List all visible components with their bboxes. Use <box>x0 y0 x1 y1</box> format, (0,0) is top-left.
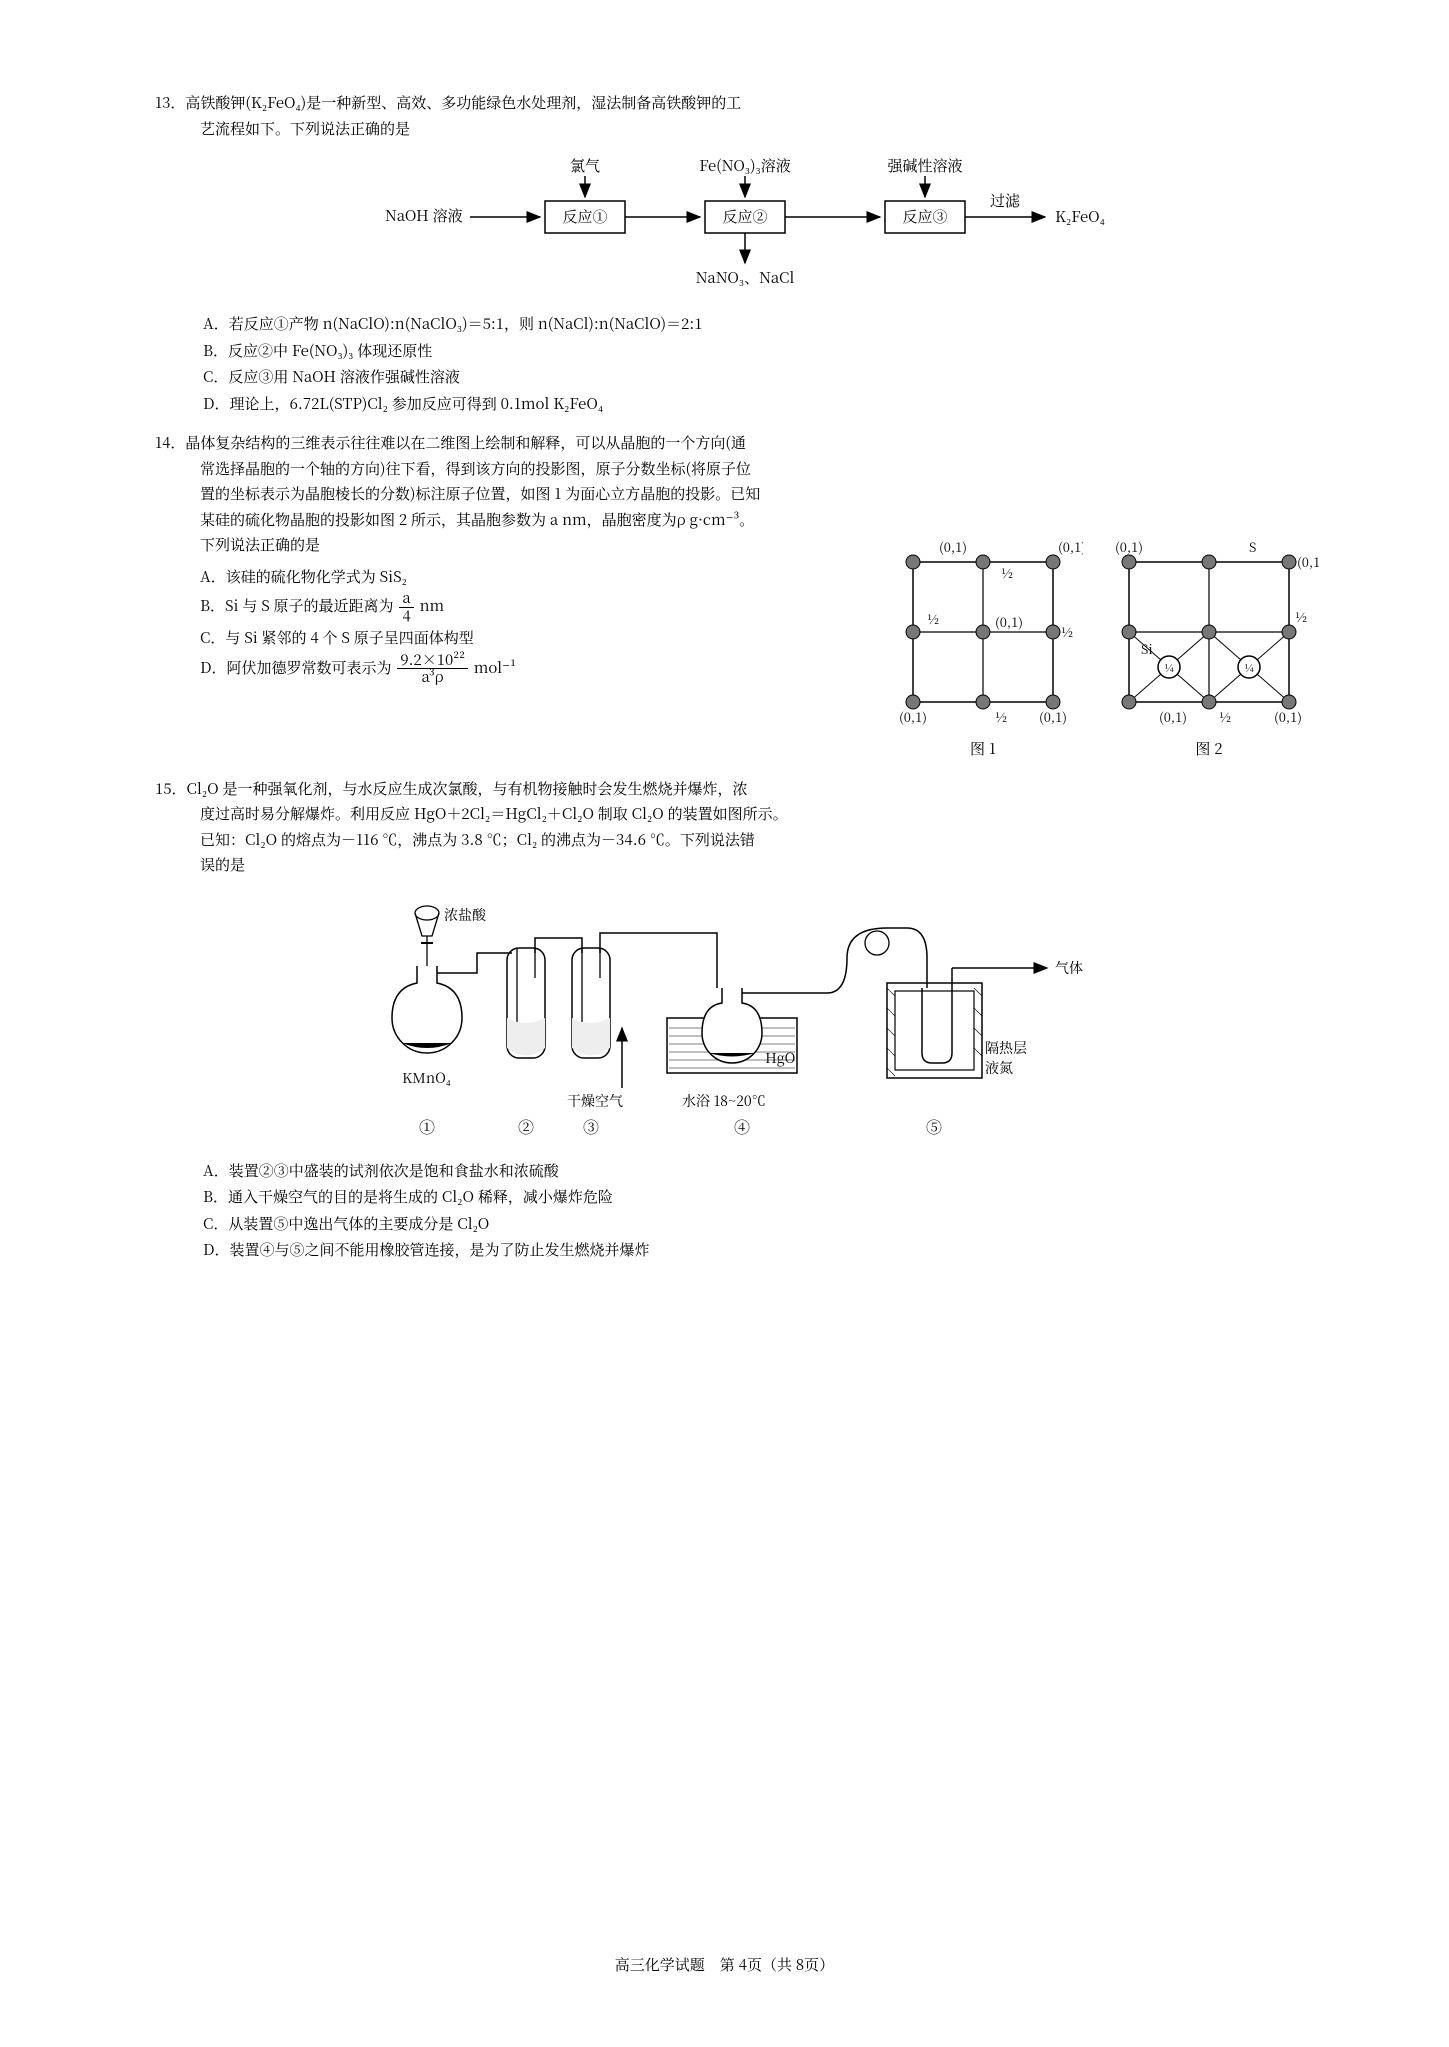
q14-opt-b: B．Si 与 S 原子的最近距离为 a 4 nm <box>200 590 865 624</box>
num-1: ① <box>419 1115 435 1138</box>
q13-flow-svg: NaOH 溶液 反应① 氯气 反应② Fe(NO₃)₃溶液 NaNO₃、NaCl… <box>350 151 1170 301</box>
fig2-tr: (0,1) <box>1297 552 1319 571</box>
flow-top2: Fe(NO₃)₃溶液 <box>699 155 791 176</box>
fig2-s: S <box>1249 537 1256 556</box>
q14-b-den: 4 <box>399 608 413 625</box>
q14-b-prefix: B．Si 与 S 原子的最近距离为 <box>200 595 394 616</box>
flow-box2: 反应② <box>722 206 767 227</box>
q13-flowchart: NaOH 溶液 反应① 氯气 反应② Fe(NO₃)₃溶液 NaNO₃、NaCl… <box>155 151 1319 301</box>
q15-opt-a: A．装置②③中盛装的试剂依次是饱和食盐水和浓硫酸 <box>203 1158 1319 1184</box>
label-hgo: HgO <box>765 1048 795 1068</box>
label-kmno4: KMnO₄ <box>402 1068 451 1088</box>
num-4: ④ <box>734 1115 750 1138</box>
flow-box3: 反应③ <box>902 206 947 227</box>
page-footer: 高三化学试题 第 4页（共 8页） <box>0 1952 1449 1978</box>
fig1-tm: ½ <box>1001 563 1013 582</box>
num-3: ③ <box>583 1115 599 1138</box>
q13-number: 13． <box>155 92 185 113</box>
q15-opt-d: D．装置④与⑤之间不能用橡胶管连接，是为了防止发生燃烧并爆炸 <box>203 1237 1319 1263</box>
label-hcl: 浓盐酸 <box>444 905 487 925</box>
flow-top1: 氯气 <box>569 155 599 176</box>
flow-top3: 强碱性溶液 <box>887 155 962 176</box>
q13-line1: 高铁酸钾(K₂FeO₄)是一种新型、高效、多功能绿色水处理剂，湿法制备高铁酸钾的… <box>185 92 741 113</box>
question-15: 15．Cl₂O 是一种强氧化剂，与水反应生成次氯酸，与有机物接触时会发生燃烧并爆… <box>155 776 1319 1263</box>
fig2-tl: (0,1) <box>1115 537 1143 556</box>
fig1-tl: (0,1) <box>939 537 967 556</box>
q14-opt-c: C．与 Si 紧邻的 4 个 S 原子呈四面体构型 <box>200 625 865 651</box>
fig2-q2: ¼ <box>1244 660 1254 676</box>
fig1-mr: ½ <box>1061 622 1073 641</box>
label-liqn: 液氮 <box>985 1058 1013 1078</box>
question-13: 13．高铁酸钾(K₂FeO₄)是一种新型、高效、多功能绿色水处理剂，湿法制备高铁… <box>155 90 1319 416</box>
question-14: 14．晶体复杂结构的三维表示往往难以在二维图上绘制和解释，可以从晶胞的一个方向(… <box>155 430 1319 762</box>
q14-line3: 置的坐标表示为晶胞棱长的分数)标注原子位置，如图 1 为面心立方晶胞的投影。已知 <box>200 483 760 504</box>
q14-stem: 14．晶体复杂结构的三维表示往往难以在二维图上绘制和解释，可以从晶胞的一个方向(… <box>155 430 1319 532</box>
q13-opt-b: B．反应②中 Fe(NO₃)₃ 体现还原性 <box>203 338 1319 364</box>
q13-line2: 艺流程如下。下列说法正确的是 <box>200 118 410 139</box>
q13-opt-c: C．反应③用 NaOH 溶液作强碱性溶液 <box>203 364 1319 390</box>
q15-opt-b: B．通入干燥空气的目的是将生成的 Cl₂O 稀释，减小爆炸危险 <box>203 1184 1319 1210</box>
fig1-svg: (0,1) ½ (0,1) ½ (0,1) ½ (0,1) ½ (0,1) <box>883 532 1083 732</box>
q13-options: A．若反应①产物 n(NaClO):n(NaClO₃)＝5:1，则 n(NaCl… <box>155 311 1319 416</box>
q14-line1: 晶体复杂结构的三维表示往往难以在二维图上绘制和解释，可以从晶胞的一个方向(通 <box>185 432 745 453</box>
fig2-caption: 图 2 <box>1099 736 1319 762</box>
q15-line3: 已知：Cl₂O 的熔点为－116 ℃，沸点为 3.8 ℃；Cl₂ 的沸点为－34… <box>200 829 755 850</box>
fig1-br: (0,1) <box>1039 707 1067 726</box>
q15-line2: 度过高时易分解爆炸。利用反应 HgO＋2Cl₂＝HgCl₂＋Cl₂O 制取 Cl… <box>200 803 788 824</box>
fig1-ml: ½ <box>927 609 939 628</box>
q13-opt-d: D．理论上，6.72L(STP)Cl₂ 参加反应可得到 0.1mol K₂FeO… <box>203 391 1319 417</box>
flow-start: NaOH 溶液 <box>385 205 463 226</box>
q15-line4: 误的是 <box>200 854 245 875</box>
fig2-si: Si <box>1141 639 1153 658</box>
q15-options: A．装置②③中盛装的试剂依次是饱和食盐水和浓硫酸 B．通入干燥空气的目的是将生成… <box>155 1158 1319 1263</box>
q14-d-den: a³ρ <box>397 669 467 686</box>
figure-2: ¼ ¼ S (0,1) (0,1) ½ Si (0,1) ½ (0,1) 图 2 <box>1099 532 1319 762</box>
q14-number: 14． <box>155 432 185 453</box>
fig2-br: (0,1) <box>1274 707 1302 726</box>
q15-opt-c: C．从装置⑤中逸出气体的主要成分是 Cl₂O <box>203 1211 1319 1237</box>
fig2-q1: ¼ <box>1164 660 1174 676</box>
q14-d-prefix: D．阿伏加德罗常数可表示为 <box>200 656 392 677</box>
fig2-svg: ¼ ¼ S (0,1) (0,1) ½ Si (0,1) ½ (0,1) <box>1099 532 1319 732</box>
q14-body: 下列说法正确的是 A．该硅的硫化物化学式为 SiS₂ B．Si 与 S 原子的最… <box>155 532 1319 762</box>
label-insul: 隔热层 <box>985 1038 1027 1058</box>
q13-opt-a: A．若反应①产物 n(NaClO):n(NaClO₃)＝5:1，则 n(NaCl… <box>203 311 1319 337</box>
q14-d-suffix: mol⁻¹ <box>474 656 516 677</box>
figure-1: (0,1) ½ (0,1) ½ (0,1) ½ (0,1) ½ (0,1) 图 … <box>883 532 1083 762</box>
q14-options: 下列说法正确的是 A．该硅的硫化物化学式为 SiS₂ B．Si 与 S 原子的最… <box>200 532 865 687</box>
label-bath: 水浴 18~20℃ <box>682 1091 766 1111</box>
flow-end: K₂FeO₄ <box>1055 206 1105 227</box>
q14-line2: 常选择晶胞的一个轴的方向)往下看，得到该方向的投影图，原子分数坐标(将原子位 <box>200 458 751 479</box>
flow-filter: 过滤 <box>989 190 1020 211</box>
fig2-bl: (0,1) <box>1159 707 1187 726</box>
flow-bottom: NaNO₃、NaCl <box>695 267 794 288</box>
fig1-caption: 图 1 <box>883 736 1083 762</box>
fig2-bm: ½ <box>1219 707 1231 726</box>
num-5: ⑤ <box>926 1115 942 1138</box>
flow-box1: 反应① <box>562 206 607 227</box>
fig1-tr: (0,1) <box>1058 537 1083 556</box>
q15-apparatus: 浓盐酸 KMnO₄ 干燥空气 <box>155 888 1319 1148</box>
q14-b-suffix: nm <box>420 595 445 616</box>
q15-stem: 15．Cl₂O 是一种强氧化剂，与水反应生成次氯酸，与有机物接触时会发生燃烧并爆… <box>155 776 1319 878</box>
fig1-bl: (0,1) <box>899 707 927 726</box>
q14-line4: 某硅的硫化物晶胞的投影如图 2 所示，其晶胞参数为 a nm，晶胞密度为ρ g·… <box>200 509 754 530</box>
q14-opt-a: A．该硅的硫化物化学式为 SiS₂ <box>200 564 865 590</box>
q14-line5: 下列说法正确的是 <box>200 532 865 558</box>
label-dryair: 干燥空气 <box>567 1091 623 1111</box>
label-gas: 气体 <box>1055 958 1083 978</box>
q15-number: 15． <box>155 778 187 799</box>
q15-line1: Cl₂O 是一种强氧化剂，与水反应生成次氯酸，与有机物接触时会发生燃烧并爆炸，浓 <box>187 778 748 799</box>
fig1-mm: (0,1) <box>995 612 1023 631</box>
num-2: ② <box>518 1115 534 1138</box>
fig1-bm: ½ <box>995 707 1007 726</box>
q15-svg: 浓盐酸 KMnO₄ 干燥空气 <box>347 888 1127 1148</box>
q13-stem: 13．高铁酸钾(K₂FeO₄)是一种新型、高效、多功能绿色水处理剂，湿法制备高铁… <box>155 90 1319 141</box>
q14-opt-d: D．阿伏加德罗常数可表示为 9.2×10²² a³ρ mol⁻¹ <box>200 652 865 686</box>
fig2-mr: ½ <box>1295 607 1307 626</box>
q14-figures: (0,1) ½ (0,1) ½ (0,1) ½ (0,1) ½ (0,1) 图 … <box>883 532 1319 762</box>
